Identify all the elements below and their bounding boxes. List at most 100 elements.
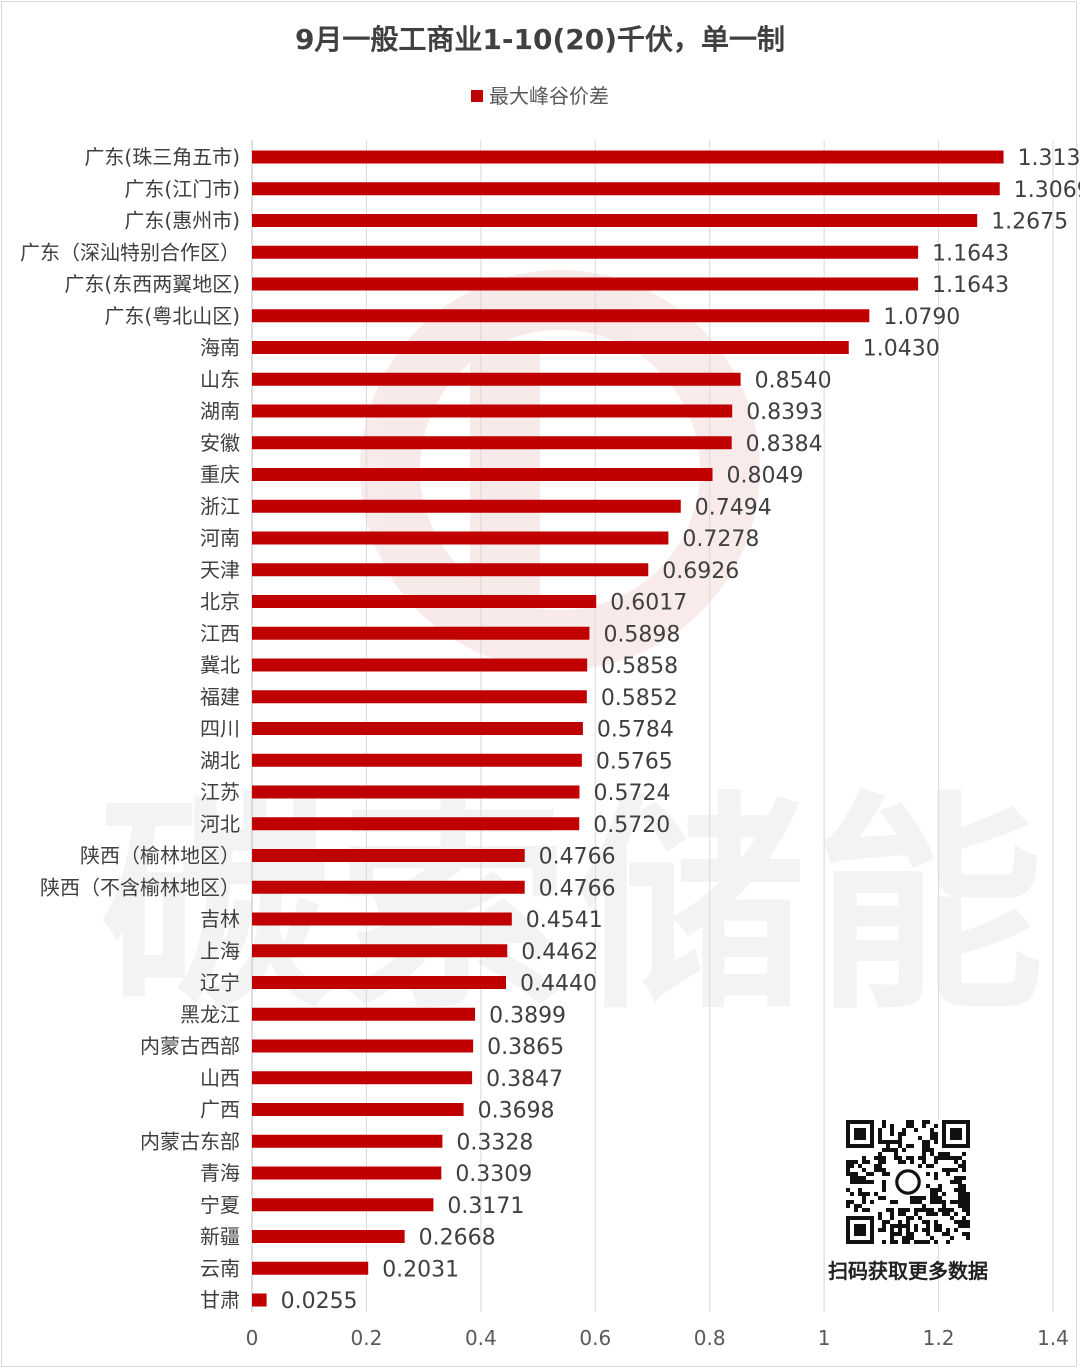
category-label: 北京 [200,590,240,614]
bar [252,1198,434,1212]
bar [252,912,512,926]
value-label: 0.5784 [597,718,674,743]
bar [252,785,580,799]
category-label: 黑龙江 [180,1002,240,1026]
bar [252,468,713,481]
value-label: 0.5765 [596,749,673,774]
category-label: 广东(惠州市) [124,209,240,233]
value-label: 1.3136 [1018,146,1080,171]
bar [252,1134,443,1148]
chart-title: 9月一般工商业1-10(20)千伏，单一制 [294,23,786,56]
legend-swatch [471,90,483,102]
bar [252,245,919,259]
value-label: 0.4440 [520,972,597,997]
bar [252,150,1004,164]
value-label: 0.4766 [539,845,616,870]
bar [252,214,978,227]
bar [252,341,849,354]
x-tick-label: 0.2 [351,1326,383,1350]
bar [252,849,525,862]
value-label: 0.2668 [419,1226,496,1251]
category-label: 海南 [200,336,240,360]
bar [252,1039,474,1053]
category-label: 广东（深汕特别合作区） [20,240,240,264]
bar [252,690,587,704]
bar [252,531,669,545]
category-label: 江苏 [200,780,240,804]
legend-label: 最大峰谷价差 [489,84,609,108]
category-label: 江西 [200,621,240,645]
bar [252,436,732,450]
value-label: 0.0255 [281,1289,358,1314]
bar [252,944,508,958]
value-label: 0.4462 [521,940,598,965]
bar [252,309,870,323]
bar [252,1007,476,1021]
bar [252,1166,442,1180]
category-label: 福建 [200,685,240,709]
category-label: 山东 [200,367,240,391]
value-label: 1.0790 [883,305,960,330]
category-label: 四川 [200,717,240,741]
value-label: 1.3069 [1014,178,1080,203]
bar [252,404,733,418]
category-label: 陕西（榆林地区） [80,844,240,868]
category-label: 甘肃 [200,1288,240,1312]
category-label: 广东(粤北山区) [104,304,240,328]
category-label: 陕西（不含榆林地区） [40,875,240,899]
bar [252,1293,267,1307]
value-label: 1.0430 [863,337,940,362]
category-label: 浙江 [200,494,240,518]
category-label: 云南 [200,1256,240,1280]
value-label: 0.3698 [478,1099,555,1124]
value-label: 0.3847 [486,1067,563,1092]
value-label: 0.5858 [601,654,678,679]
x-tick-label: 1.2 [923,1326,955,1350]
category-label: 广东(东西两翼地区) [64,272,240,296]
value-label: 0.8540 [755,368,832,393]
x-tick-label: 1.4 [1037,1326,1069,1350]
category-label: 河北 [200,812,240,836]
bar [252,1230,405,1243]
category-label: 内蒙古西部 [140,1034,240,1058]
bar [252,1103,464,1116]
bar [252,880,525,894]
bar [252,499,681,513]
bar [252,595,597,608]
value-label: 0.7494 [695,495,772,520]
value-label: 0.6017 [610,591,687,616]
category-label: 吉林 [200,907,240,931]
value-label: 0.5852 [601,686,678,711]
category-label: 重庆 [200,463,240,487]
value-label: 1.1643 [932,273,1009,298]
category-label: 青海 [200,1161,240,1185]
bar [252,563,649,577]
value-label: 0.3865 [487,1035,564,1060]
qr-caption: 扫码获取更多数据 [828,1259,988,1283]
bar [252,277,919,291]
category-label: 上海 [200,939,240,963]
category-label: 广东(珠三角五市) [84,145,240,169]
x-tick-label: 0.6 [579,1326,611,1350]
qr-code[interactable] [846,1120,970,1244]
category-label: 新疆 [200,1225,240,1249]
category-label: 湖北 [200,748,240,772]
bar [252,1261,369,1275]
category-label: 辽宁 [200,971,240,995]
value-label: 0.3328 [456,1130,533,1155]
value-label: 0.3899 [489,1003,566,1028]
bar [252,753,582,767]
bar [252,658,588,672]
category-label: 冀北 [200,653,240,677]
value-label: 1.2675 [991,210,1068,235]
category-label: 湖南 [200,399,240,423]
bar [252,1071,473,1085]
x-tick-label: 0 [246,1326,259,1350]
value-label: 0.3171 [447,1194,524,1219]
bar [252,182,1000,196]
x-tick-label: 1 [818,1326,831,1350]
value-label: 0.5724 [593,781,670,806]
value-label: 0.2031 [382,1257,459,1282]
